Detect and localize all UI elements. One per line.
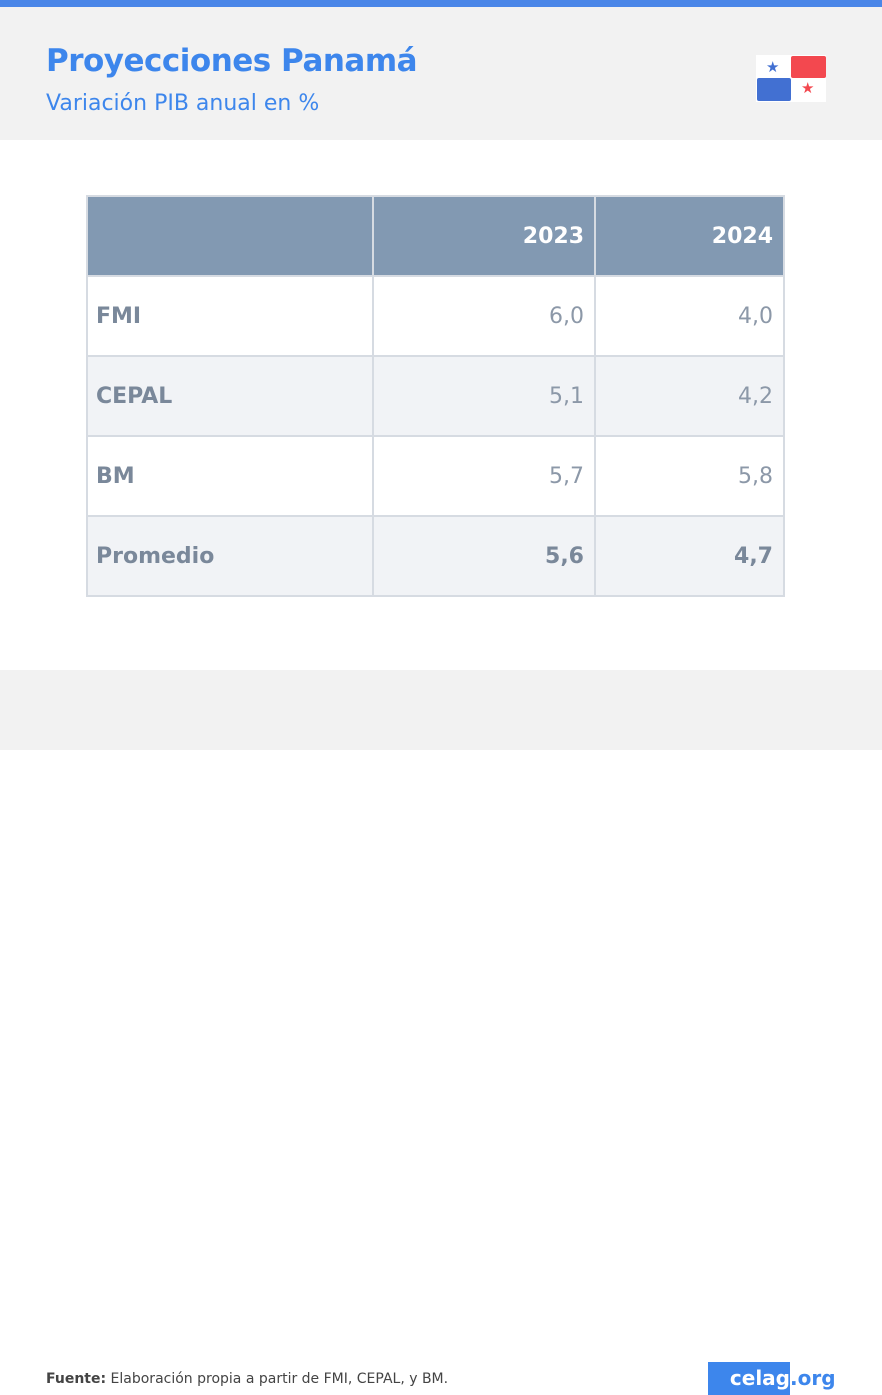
table-row-average: Promedio 5,6 4,7 [86, 515, 785, 597]
cell-2023: 6,0 [372, 275, 596, 357]
logo-suffix: .org [790, 1366, 836, 1390]
celag-logo: celag .org [708, 1362, 836, 1395]
logo-main: celag [708, 1362, 790, 1395]
row-label: CEPAL [86, 355, 374, 437]
cell-2024: 4,0 [594, 275, 785, 357]
page-title: Proyecciones Panamá [46, 43, 418, 79]
cell-2023: 5,7 [372, 435, 596, 517]
table-header-row: 2023 2024 [86, 195, 785, 277]
row-label: Promedio [86, 515, 374, 597]
column-header [86, 195, 374, 277]
header: Proyecciones Panamá Variación PIB anual … [0, 7, 882, 140]
panama-flag-icon: ★ ★ [756, 55, 826, 102]
cell-2024: 4,7 [594, 515, 785, 597]
cell-2024: 5,8 [594, 435, 785, 517]
projections-table: 2023 2024 FMI 6,0 4,0 CEPAL 5,1 4,2 BM 5… [86, 195, 785, 597]
page-subtitle: Variación PIB anual en % [46, 91, 320, 116]
column-header-2023: 2023 [372, 195, 596, 277]
table-row: CEPAL 5,1 4,2 [86, 355, 785, 437]
column-header-2024: 2024 [594, 195, 785, 277]
top-accent-bar [0, 0, 882, 7]
table-row: FMI 6,0 4,0 [86, 275, 785, 357]
source-text: Elaboración propia a partir de FMI, CEPA… [106, 1371, 449, 1387]
cell-2024: 4,2 [594, 355, 785, 437]
footer: Fuente: Elaboración propia a partir de F… [0, 670, 882, 1395]
row-label: BM [86, 435, 374, 517]
cell-2023: 5,6 [372, 515, 596, 597]
source-label: Fuente: [46, 1371, 107, 1387]
cell-2023: 5,1 [372, 355, 596, 437]
source-note: Fuente: Elaboración propia a partir de F… [46, 1371, 448, 1387]
row-label: FMI [86, 275, 374, 357]
table-row: BM 5,7 5,8 [86, 435, 785, 517]
